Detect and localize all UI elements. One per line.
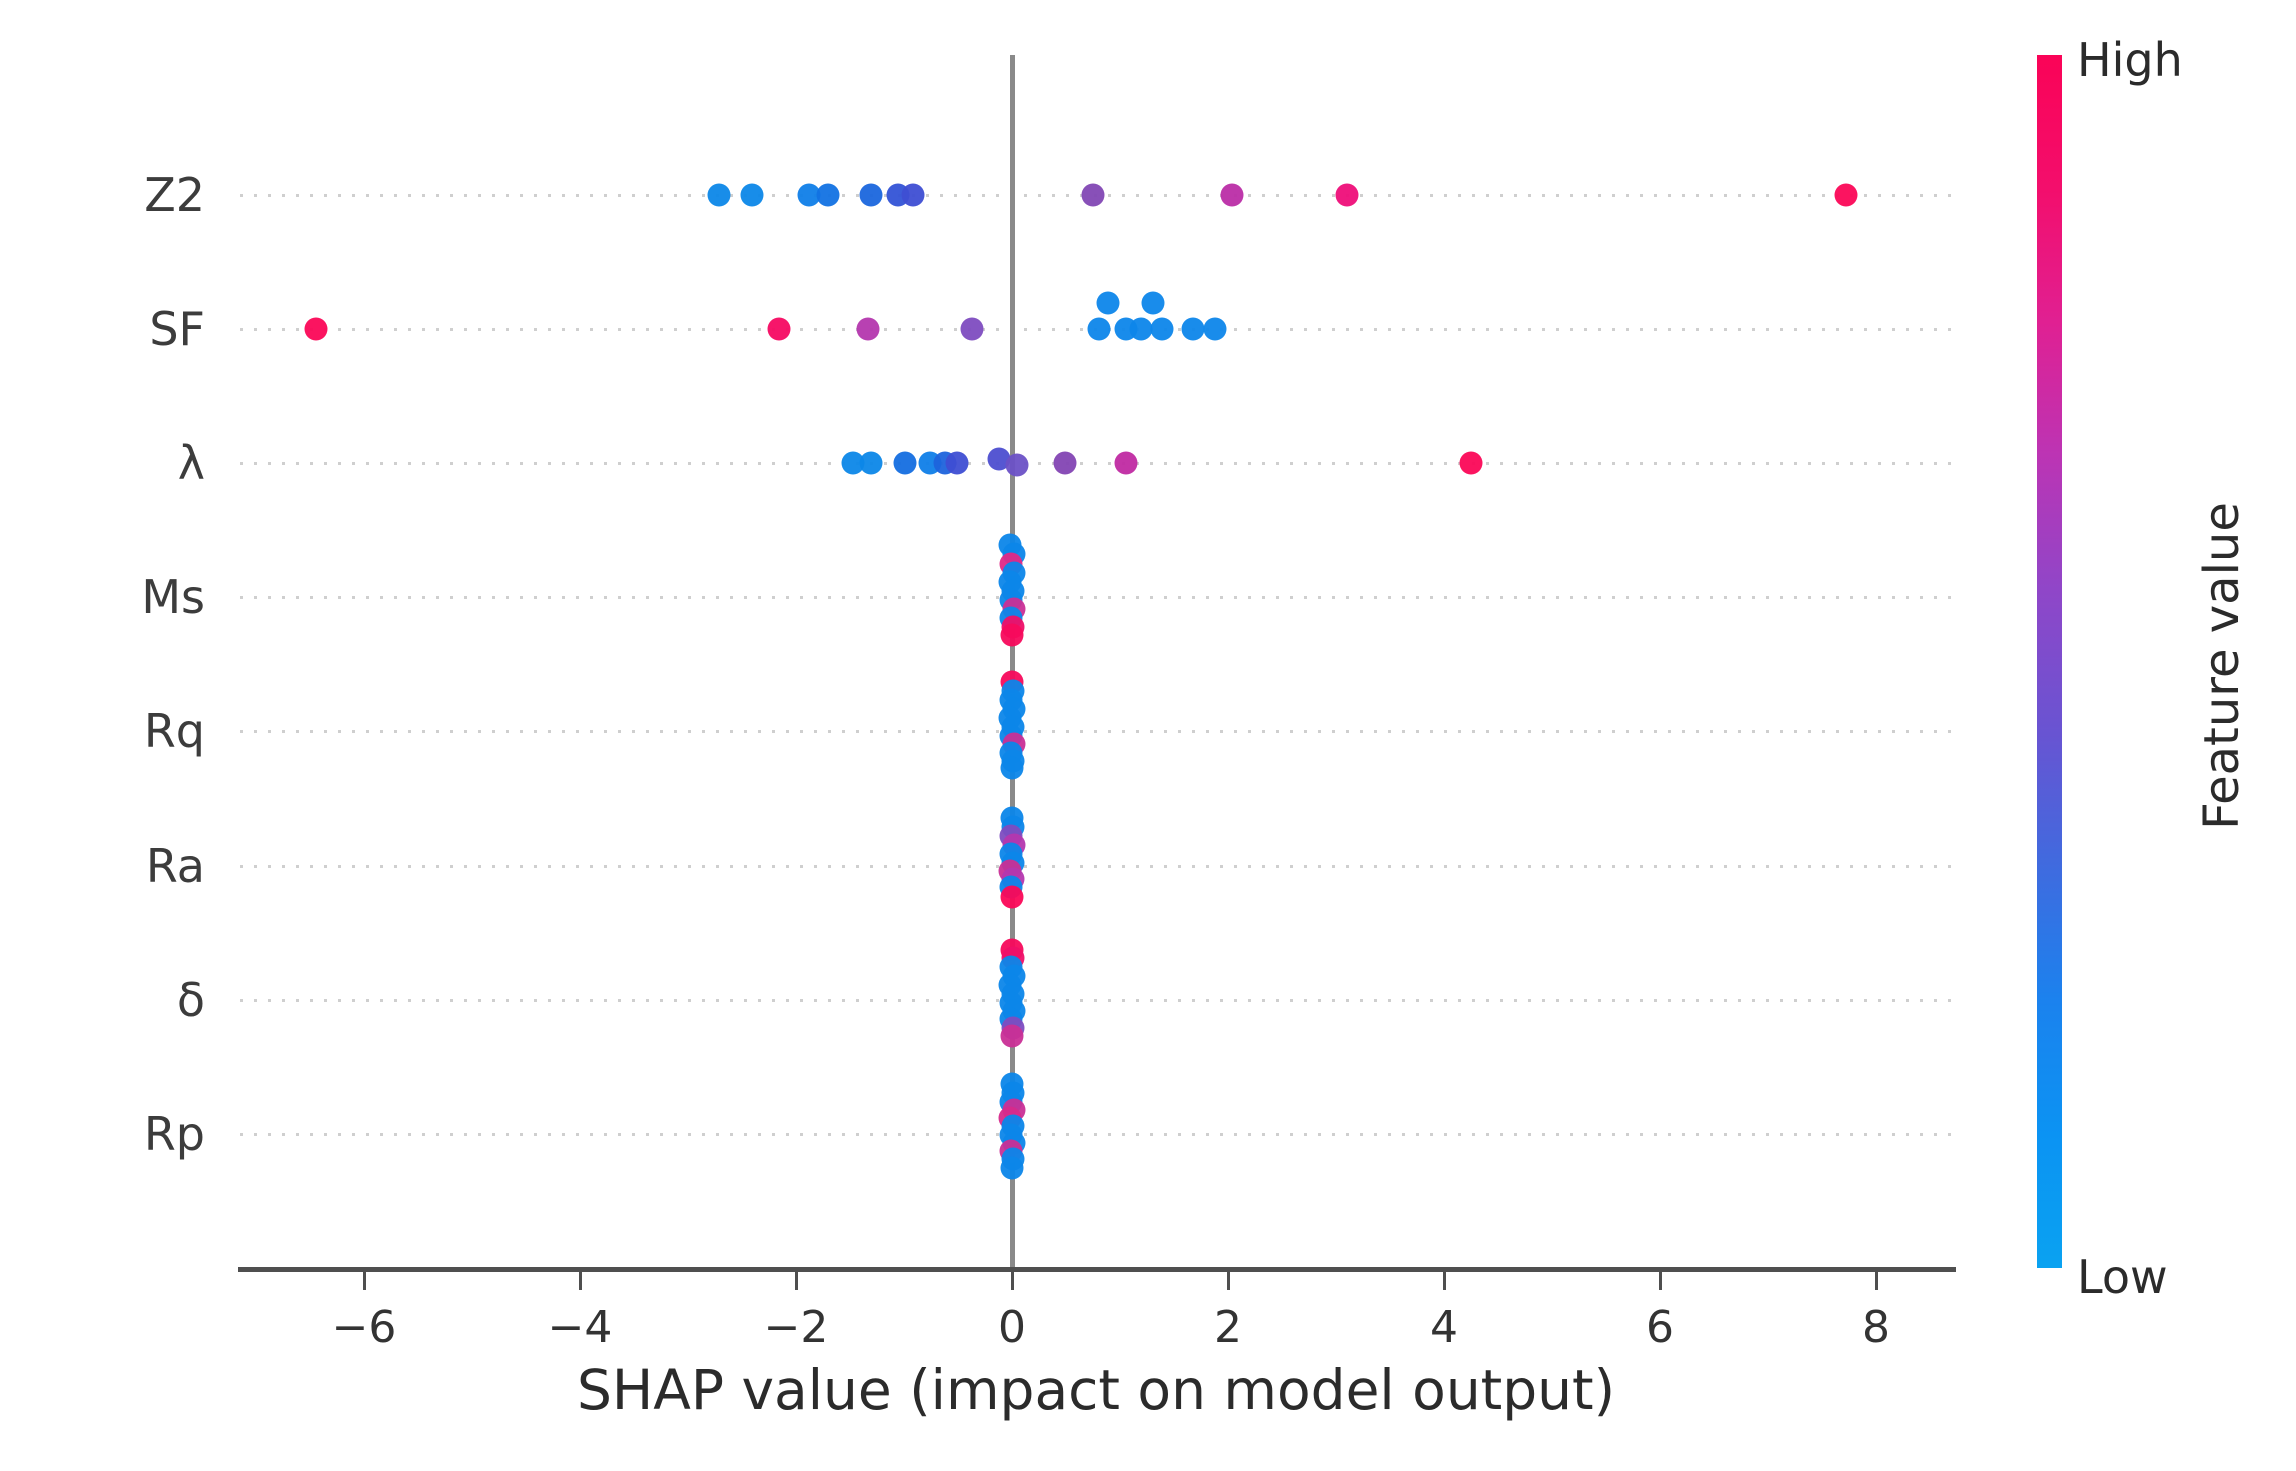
gridline bbox=[240, 865, 1952, 868]
shap-dot bbox=[841, 451, 865, 475]
shap-dot bbox=[859, 451, 883, 475]
shap-dot bbox=[1000, 1024, 1024, 1048]
x-tick-label: 0 bbox=[998, 1302, 1026, 1353]
shap-dot bbox=[1053, 451, 1077, 475]
x-tick-label: 8 bbox=[1862, 1302, 1890, 1353]
gridline bbox=[240, 596, 1952, 599]
x-axis-tick bbox=[579, 1272, 582, 1290]
feature-label-sf: SF bbox=[149, 302, 205, 356]
shap-dot bbox=[1114, 451, 1138, 475]
feature-label-δ: δ bbox=[176, 973, 205, 1027]
shap-dot bbox=[767, 317, 791, 341]
shap-dot bbox=[893, 451, 917, 475]
shap-dot bbox=[1000, 1156, 1024, 1180]
shap-dot bbox=[1141, 291, 1165, 315]
x-axis-tick bbox=[1227, 1272, 1230, 1290]
shap-dot bbox=[1000, 885, 1024, 909]
gridline bbox=[240, 999, 1952, 1002]
shap-dot bbox=[816, 183, 840, 207]
shap-dot bbox=[740, 183, 764, 207]
shap-dot bbox=[1005, 453, 1029, 477]
x-axis-tick bbox=[363, 1272, 366, 1290]
x-tick-label: −6 bbox=[331, 1302, 397, 1353]
shap-dot bbox=[945, 451, 969, 475]
feature-label-ra: Ra bbox=[145, 839, 205, 893]
x-axis-label: SHAP value (impact on model output) bbox=[576, 1358, 1616, 1422]
colorbar-high-label: High bbox=[2077, 33, 2183, 87]
feature-label-ms: Ms bbox=[141, 570, 205, 624]
x-tick-label: 2 bbox=[1214, 1302, 1242, 1353]
shap-dot bbox=[1000, 756, 1024, 780]
x-tick-label: 6 bbox=[1646, 1302, 1674, 1353]
shap-dot bbox=[960, 317, 984, 341]
shap-dot bbox=[1203, 317, 1227, 341]
shap-dot bbox=[1087, 317, 1111, 341]
x-axis-tick bbox=[1659, 1272, 1662, 1290]
shap-dot bbox=[1220, 183, 1244, 207]
x-axis-tick bbox=[1443, 1272, 1446, 1290]
shap-dot bbox=[1081, 183, 1105, 207]
x-axis-tick bbox=[1011, 1272, 1014, 1290]
shap-dot bbox=[1459, 451, 1483, 475]
x-axis-tick bbox=[1875, 1272, 1878, 1290]
shap-dot bbox=[1335, 183, 1359, 207]
shap-dot bbox=[856, 317, 880, 341]
shap-dot bbox=[859, 183, 883, 207]
gridline bbox=[240, 462, 1952, 465]
gridline bbox=[240, 1133, 1952, 1136]
x-tick-label: −2 bbox=[763, 1302, 829, 1353]
feature-label-λ: λ bbox=[177, 436, 205, 490]
x-axis-tick bbox=[795, 1272, 798, 1290]
shap-dot bbox=[707, 183, 731, 207]
shap-dot bbox=[304, 317, 328, 341]
shap-dot bbox=[1129, 317, 1153, 341]
x-axis-line bbox=[238, 1267, 1956, 1272]
feature-label-z2: Z2 bbox=[144, 168, 205, 222]
colorbar-low-label: Low bbox=[2077, 1250, 2168, 1304]
x-tick-label: 4 bbox=[1430, 1302, 1458, 1353]
shap-dot bbox=[1150, 317, 1174, 341]
shap-dot bbox=[901, 183, 925, 207]
feature-label-rq: Rq bbox=[143, 704, 205, 758]
shap-dot bbox=[1834, 183, 1858, 207]
gridline bbox=[240, 730, 1952, 733]
shap-dot bbox=[1096, 291, 1120, 315]
colorbar-gradient bbox=[2037, 55, 2062, 1268]
shap-dot bbox=[797, 183, 821, 207]
shap-dot bbox=[1000, 623, 1024, 647]
shap-dot bbox=[1181, 317, 1205, 341]
shap-dot bbox=[987, 447, 1011, 471]
x-tick-label: −4 bbox=[547, 1302, 613, 1353]
zero-reference-line bbox=[1010, 55, 1015, 1270]
colorbar-title: Feature value bbox=[2194, 502, 2250, 830]
feature-label-rp: Rp bbox=[143, 1107, 205, 1161]
